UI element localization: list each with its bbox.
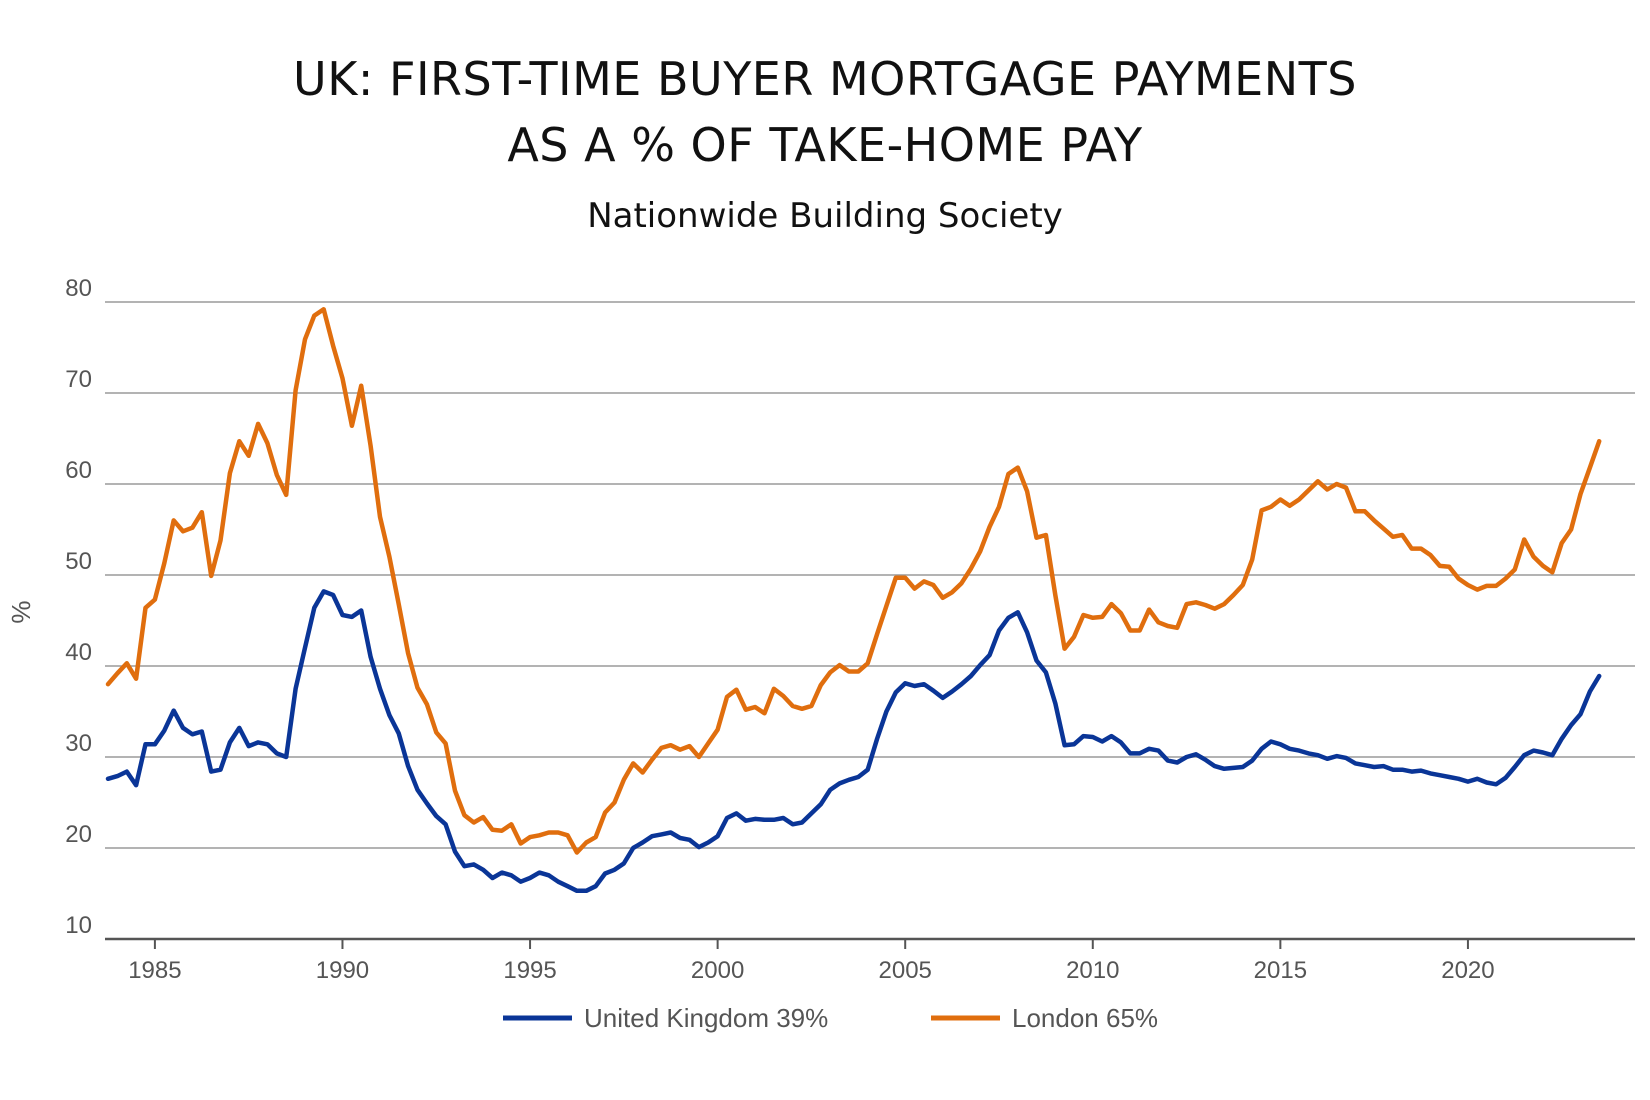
x-tick-label-2005: 2005 bbox=[879, 957, 932, 984]
y-tick-label-20: 20 bbox=[65, 821, 92, 848]
x-tick-label-1985: 1985 bbox=[128, 957, 181, 984]
chart-title-line-1: UK: FIRST-TIME BUYER MORTGAGE PAYMENTS bbox=[293, 52, 1357, 106]
x-tick-label-2010: 2010 bbox=[1066, 957, 1119, 984]
y-tick-label-70: 70 bbox=[65, 366, 92, 393]
x-tick-label-2015: 2015 bbox=[1254, 957, 1307, 984]
x-tick-label-2020: 2020 bbox=[1441, 957, 1494, 984]
series-line-united-kingdom bbox=[105, 589, 1602, 894]
chart-title-line-2: AS A % OF TAKE-HOME PAY bbox=[507, 118, 1143, 172]
y-axis-label: % bbox=[6, 600, 36, 623]
chart-subtitle: Nationwide Building Society bbox=[587, 196, 1063, 236]
y-axis-ticks: 10 20 30 40 50 60 70 80 bbox=[65, 275, 92, 939]
legend-label-london: London 65% bbox=[1012, 1003, 1158, 1033]
series-lines bbox=[105, 307, 1602, 894]
y-tick-label-10: 10 bbox=[65, 912, 92, 939]
y-tick-label-80: 80 bbox=[65, 275, 92, 302]
y-tick-label-40: 40 bbox=[65, 639, 92, 666]
y-tick-label-60: 60 bbox=[65, 457, 92, 484]
legend-label-united-kingdom: United Kingdom 39% bbox=[584, 1003, 828, 1033]
series-line-london bbox=[105, 307, 1602, 855]
y-tick-label-30: 30 bbox=[65, 730, 92, 757]
x-axis: 1985 1990 1995 2000 2005 2010 2015 2020 bbox=[105, 937, 1635, 984]
x-tick-label-1990: 1990 bbox=[316, 957, 369, 984]
gridlines bbox=[105, 301, 1635, 849]
y-tick-label-50: 50 bbox=[65, 548, 92, 575]
legend: United Kingdom 39% London 65% bbox=[503, 1003, 1158, 1033]
x-tick-label-2000: 2000 bbox=[691, 957, 744, 984]
x-tick-label-1995: 1995 bbox=[503, 957, 556, 984]
